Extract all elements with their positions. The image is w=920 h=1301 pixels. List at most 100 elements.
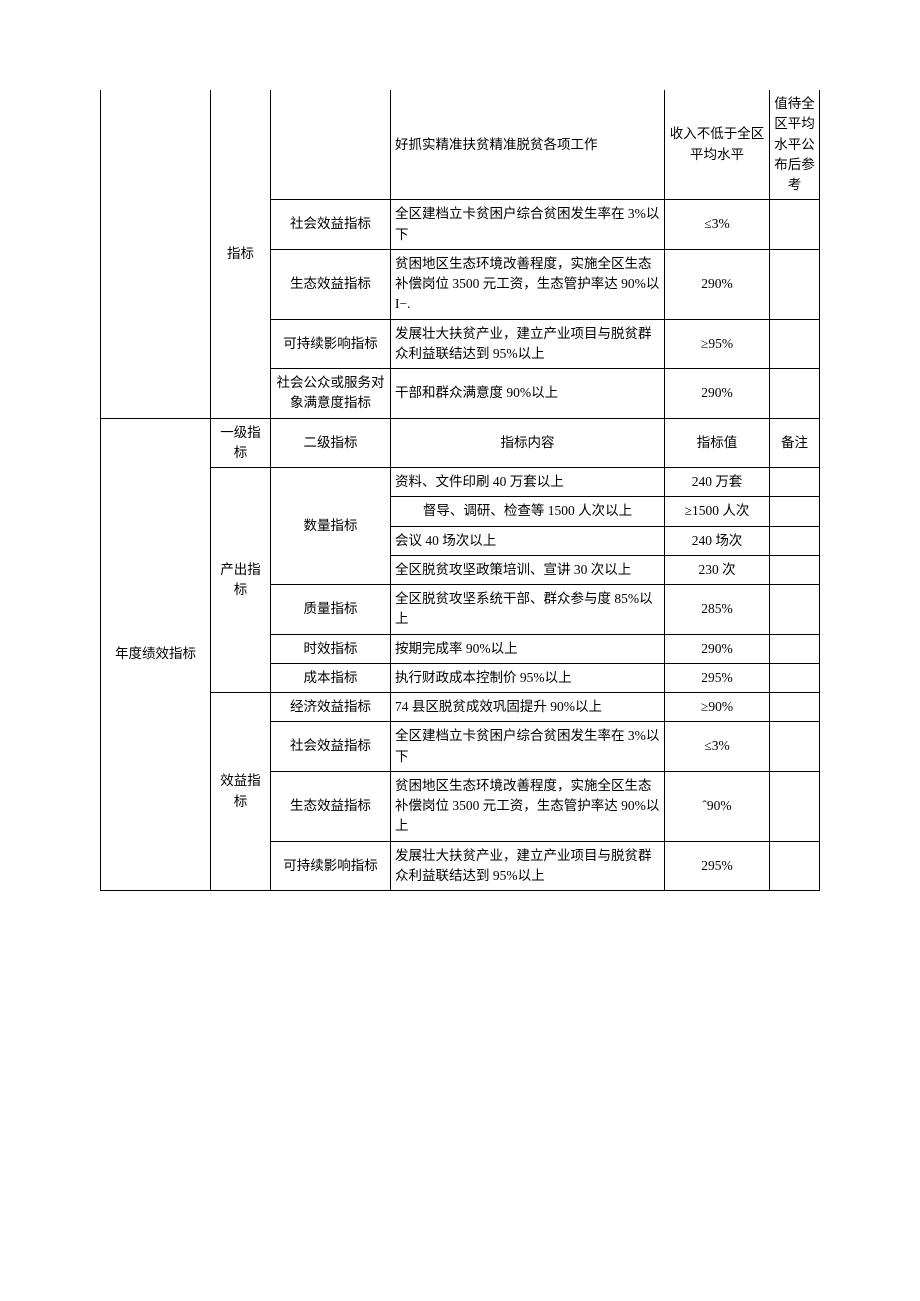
cell-level2: 产出指标 [211,468,271,693]
cell-content: 资料、文件印刷 40 万套以上 [391,468,665,497]
cell-value: ˆ90% [665,771,770,841]
text: 全区建档立卡贫困户综合贫困发生率在 3%以下 [395,206,659,241]
text: 全区建档立卡贫困户综合贫困发生率在 3%以下 [395,728,659,763]
cell-value: 295% [665,663,770,692]
indicator-table: 指标 好抓实精准扶贫精准脱贫各项工作 收入不低于全区平均水平 值待全区平均水平公… [100,90,820,891]
cell-content: 贫困地区生态环境改善程度，实施全区生态补偿岗位 3500 元工资，生态管护率达 … [391,249,665,319]
cell-content: 发展壮大扶贫产业，建立产业项目与脱贫群众利益联结达到 95%以上 [391,319,665,369]
cell-value: ≤3% [665,722,770,772]
text: 收入不低于全区平均水平 [670,126,765,161]
cell-header: 备注 [770,418,820,468]
text: 290% [701,641,733,656]
cell-value: 290% [665,634,770,663]
text: 230 次 [698,562,735,577]
text: 干部和群众满意度 90%以上 [395,385,558,400]
text: 资料、文件印刷 40 万套以上 [395,474,564,489]
cell-level3: 时效指标 [271,634,391,663]
text: 74 县区脱贫成效巩固提升 90%以上 [395,699,602,714]
cell-content: 全区脱贫攻坚系统干部、群众参与度 85%以上 [391,585,665,635]
cell-level3: 经济效益指标 [271,693,391,722]
text: 290% [701,276,733,291]
cell-note [770,841,820,891]
cell-level3 [271,90,391,200]
cell-content: 贫困地区生态环境改善程度，实施全区生态补偿岗位 3500 元工资，生态管护率达 … [391,771,665,841]
text: ≥95% [701,336,733,351]
cell-value: 290% [665,369,770,419]
text: 一级指标 [220,425,261,460]
cell-empty [101,90,211,418]
cell-level2: 效益指标 [211,693,271,891]
cell-note [770,526,820,555]
text: 社会公众或服务对象满意度指标 [277,375,385,410]
text: 285% [701,601,733,616]
cell-note [770,369,820,419]
cell-content: 好抓实精准扶贫精准脱贫各项工作 [391,90,665,200]
cell-content: 全区建档立卡贫困户综合贫困发生率在 3%以下 [391,722,665,772]
document-page: { "table": { "border_color": "#000000", … [0,0,920,941]
cell-value: 290% [665,249,770,319]
cell-note [770,319,820,369]
text: ≥90% [701,699,733,714]
cell-note [770,555,820,584]
cell-content: 干部和群众满意度 90%以上 [391,369,665,419]
cell-level1: 年度绩效指标 [101,418,211,891]
cell-value: ≥1500 人次 [665,497,770,526]
table-row-header: 年度绩效指标 一级指标 二级指标 指标内容 指标值 备注 [101,418,820,468]
text: 指标 [227,246,254,261]
text: 240 场次 [692,533,743,548]
cell-value: ≤3% [665,200,770,250]
cell-note [770,468,820,497]
text: 督导、调研、检查等 1500 人次以上 [423,503,632,518]
cell-content: 按期完成率 90%以上 [391,634,665,663]
cell-level3: 可持续影响指标 [271,319,391,369]
text: 会议 40 场次以上 [395,533,496,548]
cell-level3: 成本指标 [271,663,391,692]
cell-header: 指标值 [665,418,770,468]
cell-note [770,722,820,772]
cell-value: 230 次 [665,555,770,584]
text: 指标内容 [501,435,555,450]
text: 贫困地区生态环境改善程度，实施全区生态补偿岗位 3500 元工资，生态管护率达 … [395,256,659,312]
text: 发展壮大扶贫产业，建立产业项目与脱贫群众利益联结达到 95%以上 [395,326,652,361]
text: 社会效益指标 [290,216,371,231]
cell-value: 295% [665,841,770,891]
text: 贫困地区生态环境改善程度，实施全区生态补偿岗位 3500 元工资，生态管护率达 … [395,778,659,834]
cell-value: 285% [665,585,770,635]
text: ≤3% [704,216,729,231]
text: 经济效益指标 [290,699,371,714]
text: 295% [701,858,733,873]
cell-content: 执行财政成本控制价 95%以上 [391,663,665,692]
cell-note [770,497,820,526]
cell-content: 74 县区脱贫成效巩固提升 90%以上 [391,693,665,722]
text: 时效指标 [304,641,358,656]
text: 可持续影响指标 [283,336,378,351]
text: 年度绩效指标 [115,646,196,661]
cell-level3: 质量指标 [271,585,391,635]
text: 产出指标 [220,562,261,597]
text: 数量指标 [304,518,358,533]
text: 全区脱贫攻坚系统干部、群众参与度 85%以上 [395,591,653,626]
cell-value: 240 场次 [665,526,770,555]
cell-value: 收入不低于全区平均水平 [665,90,770,200]
text: ≤3% [704,738,729,753]
cell-note [770,663,820,692]
text: 执行财政成本控制价 95%以上 [395,670,572,685]
text: 生态效益指标 [290,798,371,813]
cell-level3: 生态效益指标 [271,771,391,841]
text: 效益指标 [220,773,261,808]
text: 质量指标 [304,601,358,616]
cell-content: 全区建档立卡贫困户综合贫困发生率在 3%以下 [391,200,665,250]
cell-value: ≥95% [665,319,770,369]
text: 按期完成率 90%以上 [395,641,518,656]
text: 可持续影响指标 [283,858,378,873]
text: 社会效益指标 [290,738,371,753]
cell-content: 督导、调研、检查等 1500 人次以上 [391,497,665,526]
cell-note [770,693,820,722]
cell-note [770,200,820,250]
cell-content: 会议 40 场次以上 [391,526,665,555]
text: 240 万套 [692,474,743,489]
text: 好抓实精准扶贫精准脱贫各项工作 [395,137,598,152]
text: 全区脱贫攻坚政策培训、宣讲 30 次以上 [395,562,631,577]
cell-value: 240 万套 [665,468,770,497]
cell-level3: 社会公众或服务对象满意度指标 [271,369,391,419]
